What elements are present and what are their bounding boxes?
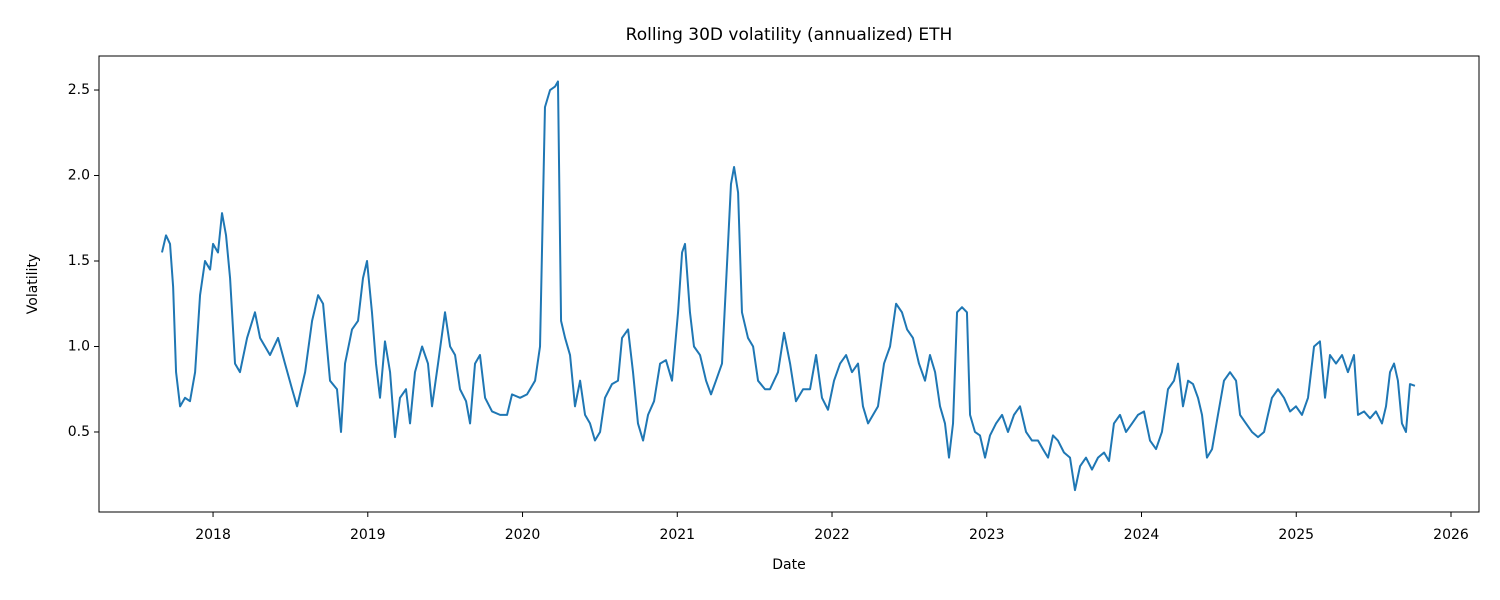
x-tick-label: 2020 (505, 527, 541, 543)
y-tick-label: 0.5 (68, 424, 90, 440)
y-axis-label: Volatility (25, 254, 41, 314)
y-tick-label: 2.0 (68, 168, 90, 184)
x-tick-label: 2024 (1124, 527, 1160, 543)
x-axis-label: Date (772, 557, 805, 573)
plot-frame (98, 55, 1480, 513)
x-tick-label: 2026 (1433, 527, 1469, 543)
x-tick-label: 2018 (195, 527, 231, 543)
y-tick-label: 1.0 (68, 338, 90, 354)
x-tick-label: 2021 (659, 527, 695, 543)
x-tick-label: 2022 (814, 527, 850, 543)
y-tick-label: 2.5 (68, 82, 90, 98)
x-tick-label: 2023 (969, 527, 1005, 543)
line (161, 80, 1416, 492)
x-tick-label: 2025 (1278, 527, 1314, 543)
x-tick-label: 2019 (350, 527, 386, 543)
chart-title: Rolling 30D volatility (annualized) ETH (626, 25, 953, 45)
y-tick-label: 1.5 (68, 253, 90, 269)
